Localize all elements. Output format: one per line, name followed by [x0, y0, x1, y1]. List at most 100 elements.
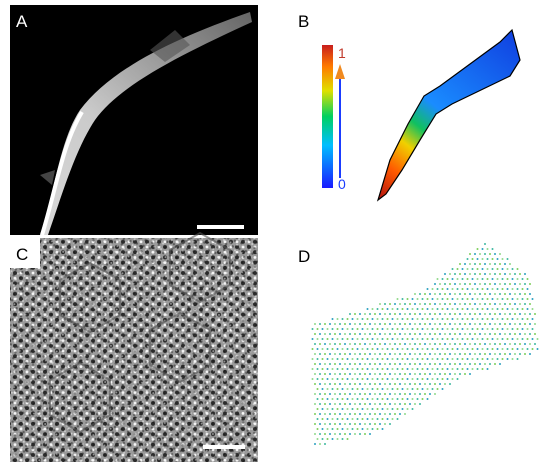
point	[446, 368, 449, 370]
point	[391, 338, 394, 340]
point	[461, 358, 464, 360]
point	[506, 298, 509, 300]
point	[346, 358, 349, 360]
point	[326, 428, 329, 430]
point	[451, 318, 454, 320]
point	[431, 388, 434, 390]
point	[391, 398, 394, 400]
point	[361, 328, 364, 330]
point	[516, 288, 519, 290]
point	[316, 408, 319, 410]
point	[426, 338, 429, 340]
point	[456, 338, 459, 340]
point	[316, 338, 319, 340]
point	[511, 268, 514, 270]
point	[326, 418, 329, 420]
point	[439, 353, 441, 355]
point	[346, 388, 349, 390]
point	[324, 343, 326, 345]
point	[506, 258, 509, 260]
point	[349, 333, 351, 335]
point	[486, 328, 489, 330]
point	[524, 283, 526, 285]
point	[341, 418, 344, 420]
point	[346, 408, 349, 410]
point	[401, 348, 404, 350]
point	[409, 353, 411, 355]
point	[404, 303, 406, 305]
point	[479, 263, 481, 265]
point	[511, 308, 514, 310]
point	[409, 363, 411, 365]
point	[481, 328, 484, 330]
point	[474, 303, 476, 305]
point	[511, 358, 514, 360]
point	[481, 368, 484, 370]
point	[396, 328, 399, 330]
point	[441, 378, 444, 380]
point	[491, 298, 494, 300]
point	[481, 288, 484, 290]
point	[476, 248, 479, 250]
point	[354, 433, 356, 435]
point	[441, 288, 444, 290]
point	[484, 273, 486, 275]
point	[519, 273, 521, 275]
point	[509, 273, 511, 275]
point	[361, 368, 364, 370]
point	[491, 348, 494, 350]
point	[349, 393, 351, 395]
point	[336, 408, 339, 410]
point	[351, 368, 354, 370]
point	[406, 368, 409, 370]
point	[324, 393, 326, 395]
point	[501, 328, 504, 330]
point	[421, 348, 424, 350]
point	[486, 348, 489, 350]
point	[426, 328, 429, 330]
point	[499, 253, 501, 255]
point	[461, 328, 464, 330]
point	[374, 313, 376, 315]
point	[359, 403, 361, 405]
point	[424, 363, 426, 365]
point	[336, 378, 339, 380]
point	[444, 283, 446, 285]
point	[359, 333, 361, 335]
point	[334, 413, 336, 415]
point	[454, 303, 456, 305]
point	[469, 263, 471, 265]
point	[381, 328, 384, 330]
point	[449, 373, 451, 375]
point	[474, 283, 476, 285]
point	[499, 343, 501, 345]
point	[311, 338, 314, 340]
point	[484, 253, 486, 255]
point	[394, 413, 396, 415]
point	[354, 423, 356, 425]
point	[416, 378, 419, 380]
point	[516, 338, 519, 340]
point	[334, 403, 336, 405]
point	[514, 323, 516, 325]
point	[396, 398, 399, 400]
point	[321, 378, 324, 380]
point	[474, 273, 476, 275]
point	[326, 438, 329, 440]
point	[491, 248, 494, 250]
point	[384, 363, 386, 365]
point	[354, 333, 356, 335]
point	[439, 313, 441, 315]
point	[321, 348, 324, 350]
point	[334, 393, 336, 395]
point	[454, 323, 456, 325]
point	[516, 298, 519, 300]
point	[521, 308, 524, 310]
point	[371, 358, 374, 360]
point	[401, 368, 404, 370]
point	[331, 438, 334, 440]
point	[429, 313, 431, 315]
point	[336, 348, 339, 350]
point	[384, 373, 386, 375]
point	[314, 323, 316, 325]
